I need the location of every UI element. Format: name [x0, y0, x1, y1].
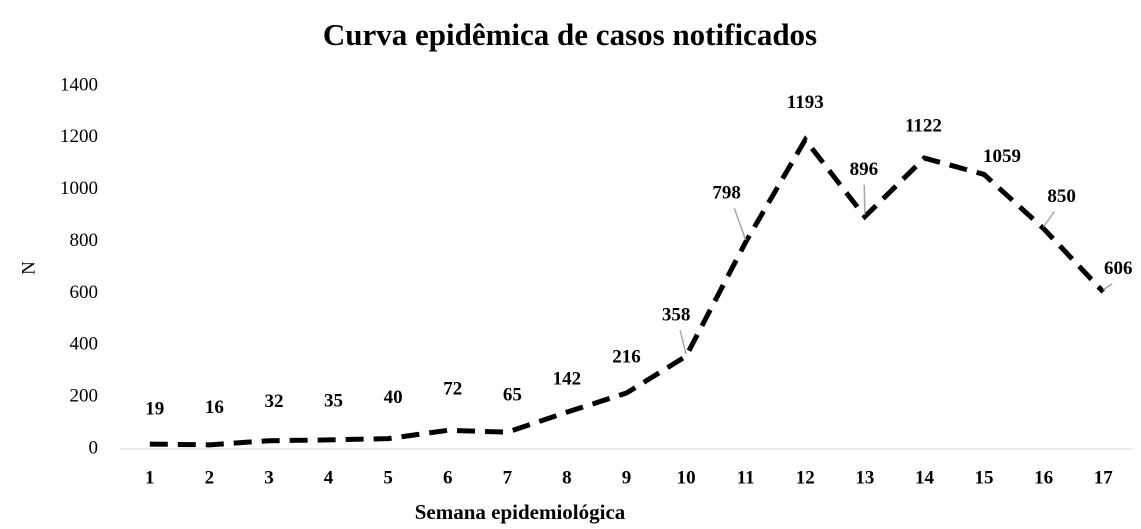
- x-tick-label: 7: [503, 467, 513, 488]
- leader-line: [679, 329, 687, 355]
- data-label: 19: [145, 398, 164, 419]
- data-label: 16: [205, 397, 224, 418]
- y-tick-label: 400: [70, 334, 99, 355]
- y-tick-label: 1400: [60, 74, 98, 95]
- data-label: 32: [264, 391, 283, 412]
- y-tick-label: 0: [89, 437, 99, 458]
- x-tick-label: 2: [205, 467, 215, 488]
- leader-line: [733, 207, 747, 241]
- data-label: 35: [324, 390, 343, 411]
- y-tick-label: 200: [70, 386, 99, 407]
- x-tick-label: 9: [622, 467, 632, 488]
- x-tick-label: 11: [737, 467, 755, 488]
- data-label: 896: [850, 159, 879, 180]
- x-tick-label: 3: [264, 467, 274, 488]
- x-tick-label: 12: [796, 467, 815, 488]
- y-tick-label: 800: [70, 230, 99, 251]
- x-tick-label: 16: [1034, 467, 1053, 488]
- data-label: 40: [384, 387, 403, 408]
- leader-line: [1102, 283, 1113, 291]
- data-label: 358: [662, 305, 691, 326]
- data-label: 606: [1104, 258, 1133, 279]
- x-tick-label: 17: [1094, 467, 1114, 488]
- leader-line: [863, 184, 866, 215]
- data-label: 142: [553, 369, 582, 390]
- x-tick-label: 5: [383, 467, 393, 488]
- y-tick-label: 1200: [60, 126, 98, 147]
- data-label: 1059: [983, 146, 1021, 167]
- x-tick-label: 13: [855, 467, 874, 488]
- x-tick-label: 1: [145, 467, 155, 488]
- series-line: [149, 135, 1106, 448]
- x-tick-label: 6: [443, 467, 453, 488]
- leader-line: [1043, 211, 1056, 228]
- x-tick-label: 8: [562, 467, 572, 488]
- data-label: 216: [612, 346, 641, 367]
- data-label: 798: [712, 182, 741, 203]
- data-label: 850: [1047, 186, 1076, 207]
- x-tick-label: 15: [975, 467, 994, 488]
- y-tick-label: 600: [70, 282, 99, 303]
- data-label: 1193: [787, 92, 824, 113]
- y-tick-label: 1000: [60, 178, 98, 199]
- x-tick-label: 4: [324, 467, 334, 488]
- chart-title: Curva epidêmica de casos notificados: [323, 17, 817, 52]
- x-axis-label: Semana epidemiológica: [415, 500, 626, 524]
- y-axis-label: N: [18, 261, 39, 275]
- x-tick-label: 10: [677, 467, 696, 488]
- data-label: 1122: [905, 115, 942, 136]
- data-label: 72: [443, 379, 462, 400]
- data-label: 65: [503, 385, 522, 406]
- x-tick-label: 14: [915, 467, 935, 488]
